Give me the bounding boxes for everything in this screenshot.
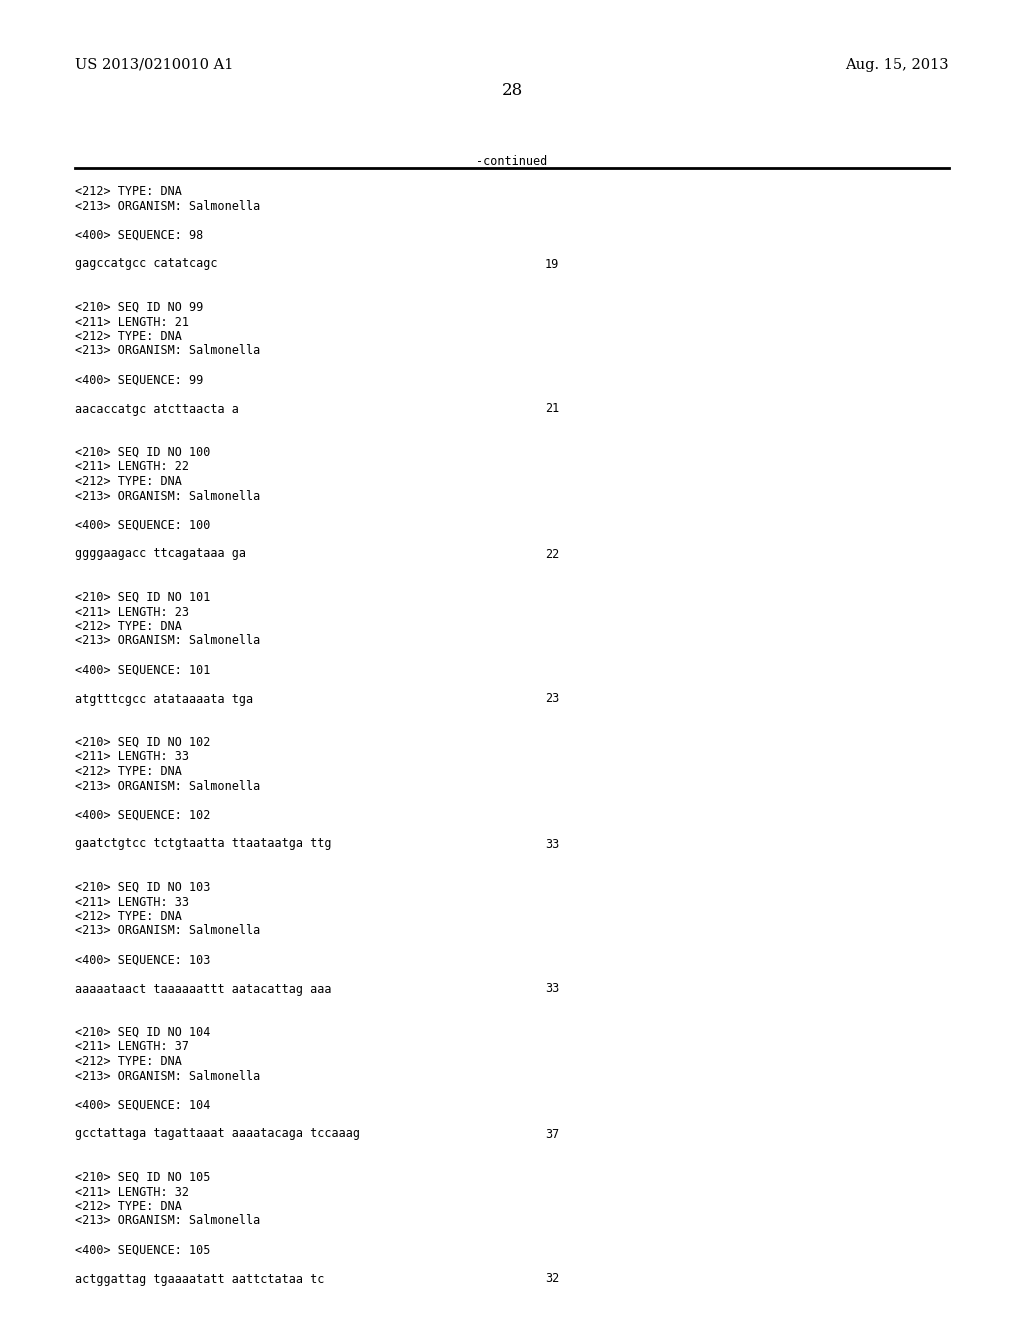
Text: <210> SEQ ID NO 103: <210> SEQ ID NO 103 xyxy=(75,880,210,894)
Text: <210> SEQ ID NO 101: <210> SEQ ID NO 101 xyxy=(75,591,210,605)
Text: <212> TYPE: DNA: <212> TYPE: DNA xyxy=(75,766,182,777)
Text: <400> SEQUENCE: 104: <400> SEQUENCE: 104 xyxy=(75,1098,210,1111)
Text: 33: 33 xyxy=(545,837,559,850)
Text: <400> SEQUENCE: 100: <400> SEQUENCE: 100 xyxy=(75,519,210,532)
Text: actggattag tgaaaatatt aattctataa tc: actggattag tgaaaatatt aattctataa tc xyxy=(75,1272,325,1286)
Text: <212> TYPE: DNA: <212> TYPE: DNA xyxy=(75,620,182,634)
Text: <210> SEQ ID NO 99: <210> SEQ ID NO 99 xyxy=(75,301,203,314)
Text: <213> ORGANISM: Salmonella: <213> ORGANISM: Salmonella xyxy=(75,635,260,648)
Text: aacaccatgc atcttaacta a: aacaccatgc atcttaacta a xyxy=(75,403,239,416)
Text: <400> SEQUENCE: 105: <400> SEQUENCE: 105 xyxy=(75,1243,210,1257)
Text: <211> LENGTH: 23: <211> LENGTH: 23 xyxy=(75,606,189,619)
Text: 33: 33 xyxy=(545,982,559,995)
Text: <211> LENGTH: 37: <211> LENGTH: 37 xyxy=(75,1040,189,1053)
Text: 28: 28 xyxy=(502,82,522,99)
Text: 23: 23 xyxy=(545,693,559,705)
Text: gaatctgtcc tctgtaatta ttaataatga ttg: gaatctgtcc tctgtaatta ttaataatga ttg xyxy=(75,837,332,850)
Text: 21: 21 xyxy=(545,403,559,416)
Text: ggggaagacc ttcagataaa ga: ggggaagacc ttcagataaa ga xyxy=(75,548,246,561)
Text: <212> TYPE: DNA: <212> TYPE: DNA xyxy=(75,1055,182,1068)
Text: <211> LENGTH: 22: <211> LENGTH: 22 xyxy=(75,461,189,474)
Text: 32: 32 xyxy=(545,1272,559,1286)
Text: Aug. 15, 2013: Aug. 15, 2013 xyxy=(846,58,949,73)
Text: <210> SEQ ID NO 100: <210> SEQ ID NO 100 xyxy=(75,446,210,459)
Text: <210> SEQ ID NO 102: <210> SEQ ID NO 102 xyxy=(75,737,210,748)
Text: <210> SEQ ID NO 105: <210> SEQ ID NO 105 xyxy=(75,1171,210,1184)
Text: <211> LENGTH: 33: <211> LENGTH: 33 xyxy=(75,895,189,908)
Text: <400> SEQUENCE: 103: <400> SEQUENCE: 103 xyxy=(75,953,210,966)
Text: <212> TYPE: DNA: <212> TYPE: DNA xyxy=(75,1200,182,1213)
Text: <212> TYPE: DNA: <212> TYPE: DNA xyxy=(75,330,182,343)
Text: 19: 19 xyxy=(545,257,559,271)
Text: <400> SEQUENCE: 101: <400> SEQUENCE: 101 xyxy=(75,664,210,676)
Text: <211> LENGTH: 32: <211> LENGTH: 32 xyxy=(75,1185,189,1199)
Text: <213> ORGANISM: Salmonella: <213> ORGANISM: Salmonella xyxy=(75,199,260,213)
Text: <213> ORGANISM: Salmonella: <213> ORGANISM: Salmonella xyxy=(75,780,260,792)
Text: <211> LENGTH: 21: <211> LENGTH: 21 xyxy=(75,315,189,329)
Text: <210> SEQ ID NO 104: <210> SEQ ID NO 104 xyxy=(75,1026,210,1039)
Text: <213> ORGANISM: Salmonella: <213> ORGANISM: Salmonella xyxy=(75,345,260,358)
Text: 22: 22 xyxy=(545,548,559,561)
Text: US 2013/0210010 A1: US 2013/0210010 A1 xyxy=(75,58,233,73)
Text: <213> ORGANISM: Salmonella: <213> ORGANISM: Salmonella xyxy=(75,924,260,937)
Text: aaaaataact taaaaaattt aatacattag aaa: aaaaataact taaaaaattt aatacattag aaa xyxy=(75,982,332,995)
Text: gagccatgcc catatcagc: gagccatgcc catatcagc xyxy=(75,257,217,271)
Text: <211> LENGTH: 33: <211> LENGTH: 33 xyxy=(75,751,189,763)
Text: <213> ORGANISM: Salmonella: <213> ORGANISM: Salmonella xyxy=(75,1069,260,1082)
Text: atgtttcgcc atataaaata tga: atgtttcgcc atataaaata tga xyxy=(75,693,253,705)
Text: gcctattaga tagattaaat aaaatacaga tccaaag: gcctattaga tagattaaat aaaatacaga tccaaag xyxy=(75,1127,360,1140)
Text: <400> SEQUENCE: 102: <400> SEQUENCE: 102 xyxy=(75,808,210,821)
Text: <212> TYPE: DNA: <212> TYPE: DNA xyxy=(75,475,182,488)
Text: 37: 37 xyxy=(545,1127,559,1140)
Text: <213> ORGANISM: Salmonella: <213> ORGANISM: Salmonella xyxy=(75,1214,260,1228)
Text: <212> TYPE: DNA: <212> TYPE: DNA xyxy=(75,185,182,198)
Text: <212> TYPE: DNA: <212> TYPE: DNA xyxy=(75,909,182,923)
Text: <400> SEQUENCE: 99: <400> SEQUENCE: 99 xyxy=(75,374,203,387)
Text: <213> ORGANISM: Salmonella: <213> ORGANISM: Salmonella xyxy=(75,490,260,503)
Text: <400> SEQUENCE: 98: <400> SEQUENCE: 98 xyxy=(75,228,203,242)
Text: -continued: -continued xyxy=(476,154,548,168)
